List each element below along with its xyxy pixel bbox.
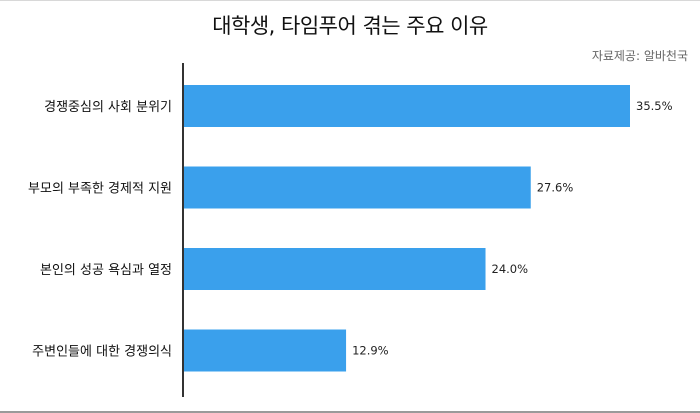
bar-1 <box>184 85 630 127</box>
category-label-1: 경쟁중심의 사회 분위기 <box>44 100 172 115</box>
category-label-2: 부모의 부족한 경제적 지원 <box>28 182 172 197</box>
bar-3 <box>184 248 486 290</box>
bar-group <box>184 85 630 372</box>
value-label-group: 35.5% 27.6% 24.0% 12.9% <box>352 99 673 358</box>
bar-4 <box>184 329 347 372</box>
category-label-3: 본인의 성공 욕심과 열정 <box>40 263 172 278</box>
value-label-2: 27.6% <box>537 181 574 195</box>
bar-2 <box>184 166 531 209</box>
source-note: 자료제공: 알바천국 <box>591 49 688 63</box>
value-label-1: 35.5% <box>636 99 673 113</box>
category-label-4: 주변인들에 대한 경쟁의식 <box>32 345 172 360</box>
chart-title: 대학생, 타임푸어 겪는 주요 이유 <box>212 14 488 38</box>
value-label-3: 24.0% <box>492 262 529 276</box>
value-label-4: 12.9% <box>352 344 389 358</box>
